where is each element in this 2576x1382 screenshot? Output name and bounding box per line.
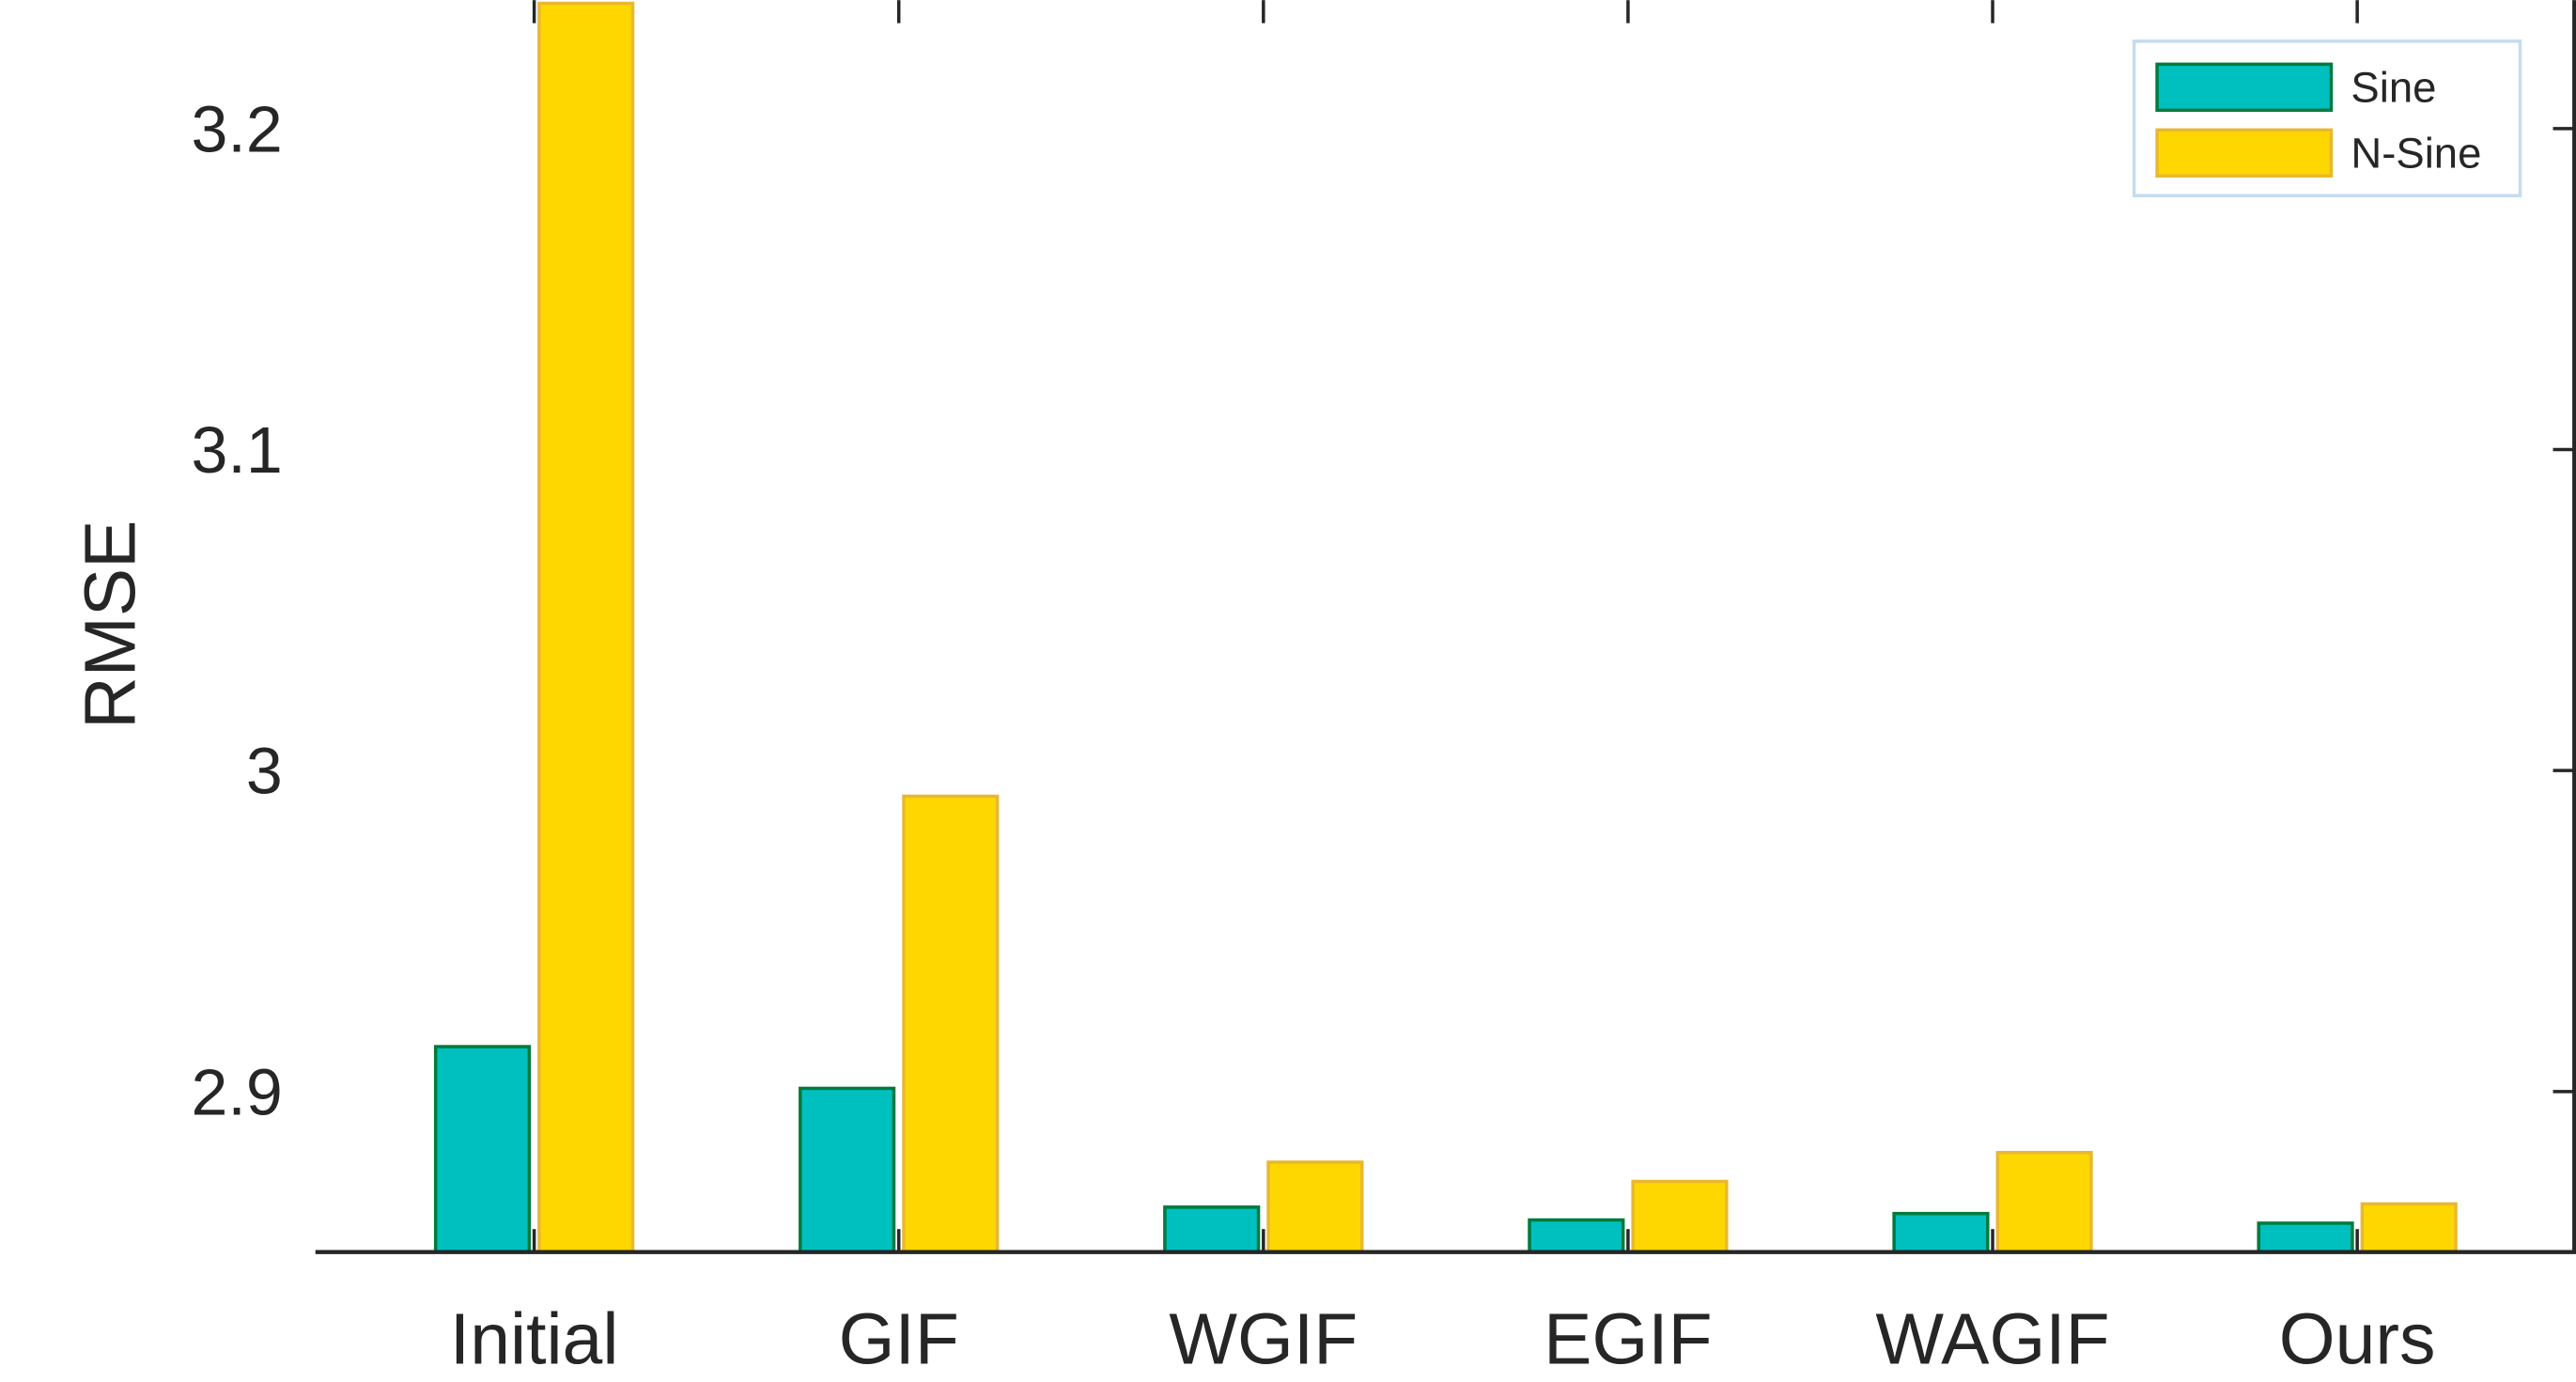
bar bbox=[1995, 1151, 2093, 1254]
bar bbox=[799, 1086, 896, 1254]
y-tick-label: 3.2 bbox=[192, 92, 283, 165]
x-tick-label: WAGIF bbox=[1875, 1299, 2109, 1380]
legend-label: Sine bbox=[2351, 64, 2436, 112]
legend-swatch bbox=[2155, 62, 2334, 113]
y-tick-label: 3 bbox=[246, 735, 283, 808]
legend-swatch bbox=[2155, 128, 2334, 179]
bar bbox=[902, 794, 1000, 1254]
x-tick-label: Ours bbox=[2279, 1299, 2436, 1380]
bar bbox=[2360, 1202, 2458, 1254]
bar bbox=[2257, 1221, 2354, 1254]
bar bbox=[537, 1, 635, 1254]
legend-label: N-Sine bbox=[2351, 130, 2481, 178]
x-tick-label: Initial bbox=[450, 1299, 619, 1380]
y-tick-label: 2.9 bbox=[192, 1055, 283, 1128]
y-tick-label: 3.1 bbox=[192, 413, 283, 487]
x-tick-label: EGIF bbox=[1544, 1299, 1713, 1380]
bar bbox=[1266, 1160, 1364, 1254]
bar bbox=[1163, 1205, 1261, 1254]
bar bbox=[1892, 1211, 1990, 1254]
bar bbox=[1528, 1218, 1625, 1254]
x-tick-label: GIF bbox=[839, 1299, 959, 1380]
bar bbox=[1631, 1179, 1729, 1254]
x-tick-label: WGIF bbox=[1169, 1299, 1358, 1380]
y-axis-label: RMSE bbox=[70, 520, 150, 729]
bar bbox=[433, 1045, 532, 1254]
